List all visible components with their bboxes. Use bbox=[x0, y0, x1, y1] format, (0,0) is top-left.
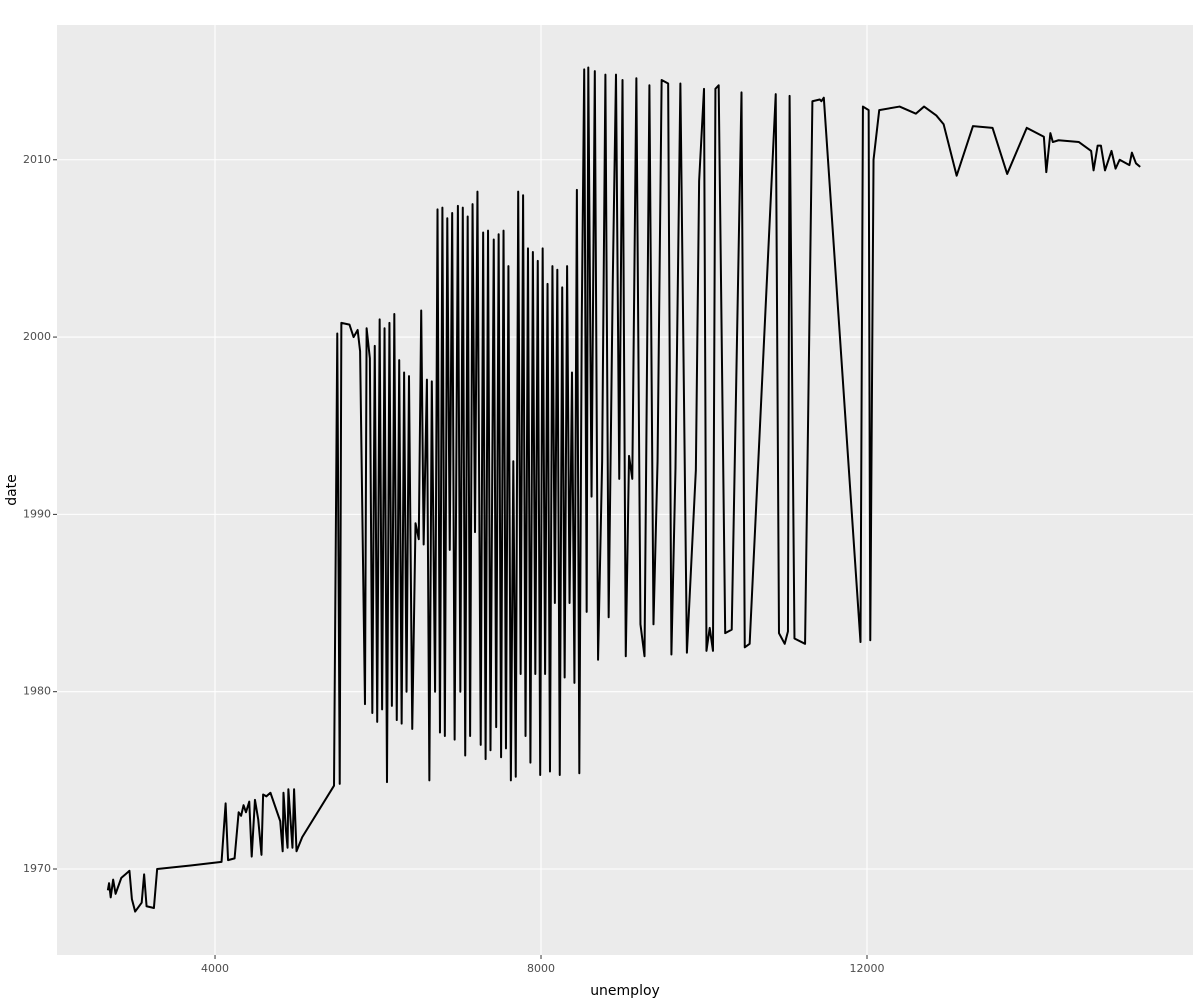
x-tick-label: 8000 bbox=[527, 962, 555, 975]
y-tick-label: 1980 bbox=[23, 685, 51, 698]
y-axis-title: date bbox=[4, 474, 20, 506]
data-line bbox=[106, 66, 1141, 913]
y-tick-label: 2000 bbox=[23, 330, 51, 343]
x-tick-label: 12000 bbox=[850, 962, 885, 975]
y-tick-label: 1990 bbox=[23, 507, 51, 520]
x-axis-title: unemploy bbox=[590, 983, 660, 999]
y-tick-label: 2010 bbox=[23, 153, 51, 166]
y-tick-label: 1970 bbox=[23, 862, 51, 875]
x-tick-label: 4000 bbox=[201, 962, 229, 975]
